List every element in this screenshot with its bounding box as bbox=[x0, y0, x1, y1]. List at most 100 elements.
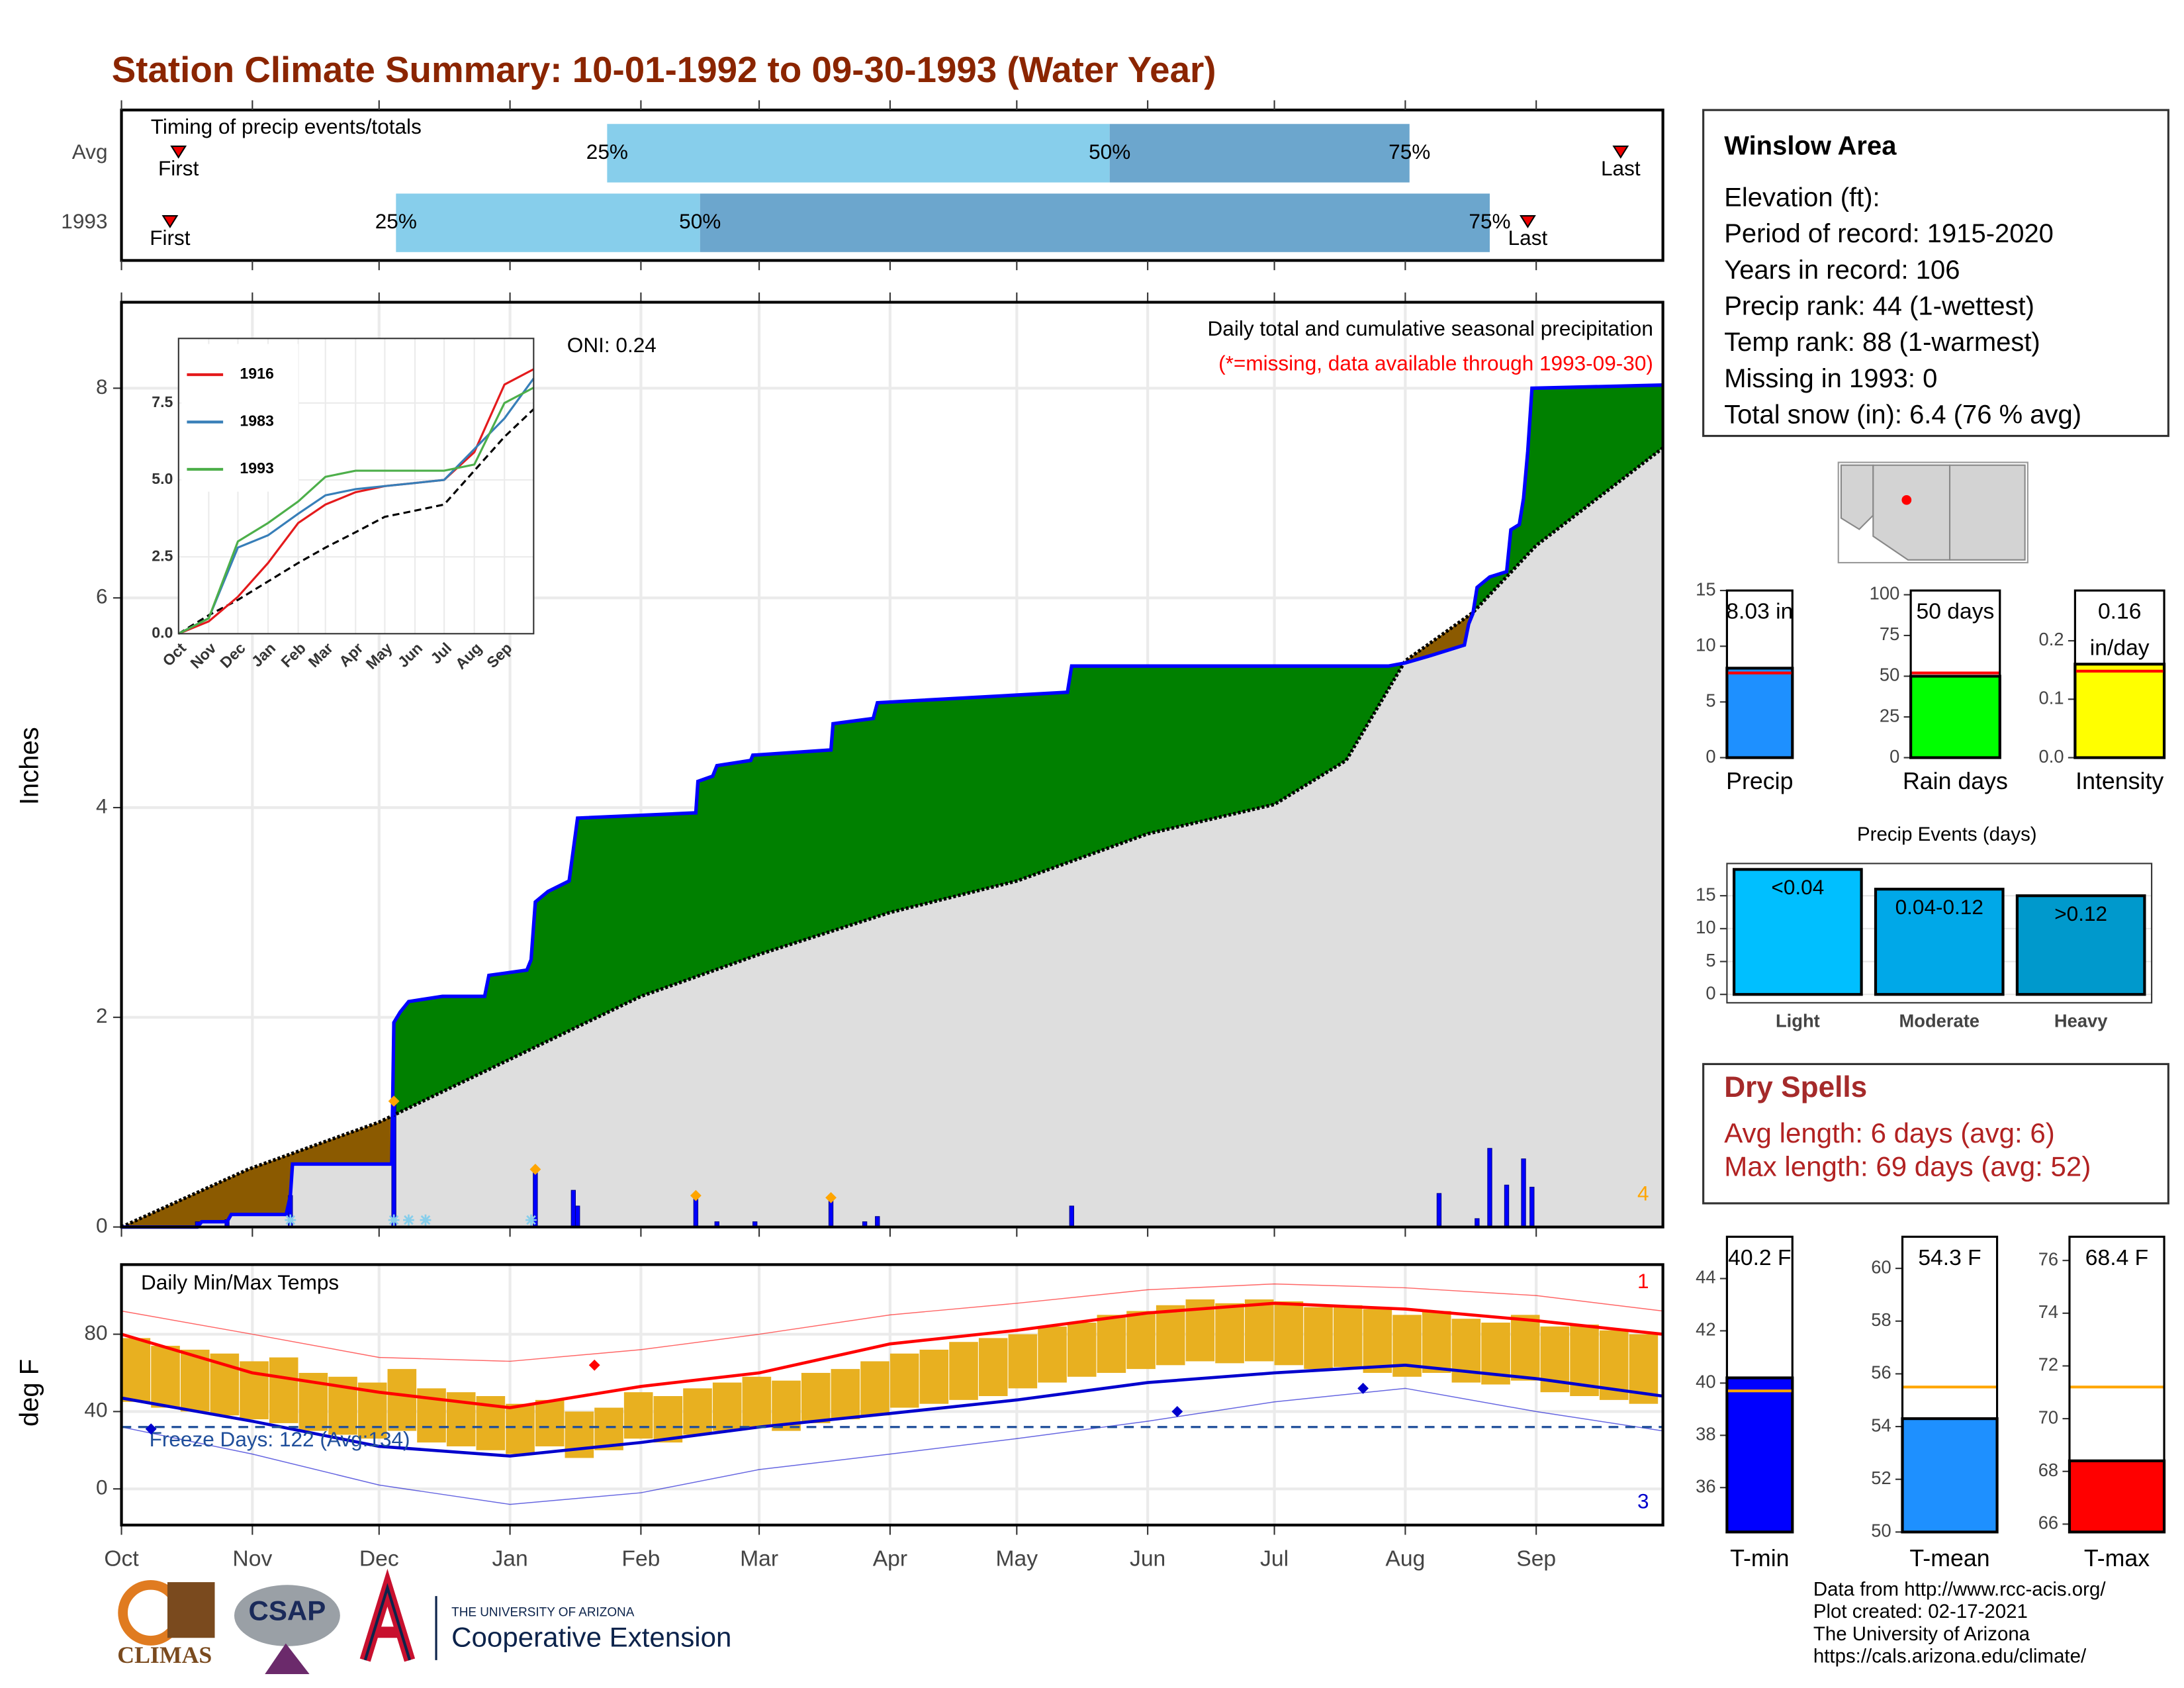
temp-range-bar bbox=[1215, 1303, 1244, 1364]
station-name: Winslow Area bbox=[1724, 132, 1897, 161]
y-tick-label: 0.0 bbox=[2039, 746, 2064, 767]
y-tick-label: 40 bbox=[84, 1398, 107, 1422]
quantile-label: 50% bbox=[679, 209, 721, 233]
temp-range-bar bbox=[151, 1346, 180, 1408]
daily-precip-bar bbox=[1436, 1193, 1442, 1228]
credit-line: Plot created: 02-17-2021 bbox=[1813, 1601, 2028, 1622]
temp-range-bar bbox=[831, 1369, 860, 1420]
temp-range-bar bbox=[1244, 1299, 1274, 1362]
daily-precip-bar bbox=[1529, 1186, 1535, 1228]
y-tick-label: 72 bbox=[2038, 1354, 2058, 1375]
timing-marker-label: Last bbox=[1601, 156, 1641, 180]
temp-range-bar bbox=[121, 1338, 151, 1402]
panel-frame bbox=[1725, 589, 1794, 759]
panel-frame bbox=[2068, 1235, 2165, 1533]
y-axis-label: deg F bbox=[15, 1359, 44, 1427]
timing-marker bbox=[161, 215, 179, 228]
y-tick-label: 10 bbox=[1696, 634, 1715, 655]
dry-spells-box bbox=[1702, 1062, 2169, 1205]
temp-range-bar bbox=[1363, 1309, 1392, 1373]
y-axis-label: Inches bbox=[15, 727, 44, 805]
temp-range-bar bbox=[535, 1399, 565, 1446]
y-tick-label: 0 bbox=[1706, 746, 1715, 767]
snow-marker bbox=[403, 1214, 414, 1226]
category-label: Light bbox=[1776, 1011, 1820, 1031]
panel-frame bbox=[1909, 589, 2001, 759]
legend-label: 1993 bbox=[240, 459, 274, 477]
y-tick-label: 10 bbox=[1696, 917, 1715, 937]
y-tick-label: 66 bbox=[2038, 1513, 2058, 1533]
x-tick-label: Jan bbox=[492, 1546, 527, 1571]
y-tick-label: 15 bbox=[1696, 579, 1715, 599]
daily-precip-bar bbox=[1504, 1184, 1510, 1228]
station-line: Total snow (in): 6.4 (76 % avg) bbox=[1724, 400, 2081, 430]
inset-legend bbox=[181, 344, 298, 492]
temp-range-bar bbox=[1038, 1326, 1067, 1383]
x-tick-label: Dec bbox=[359, 1546, 399, 1571]
precip-note: (*=missing, data available through 1993-… bbox=[1218, 352, 1653, 375]
normal-max-line bbox=[120, 1301, 1663, 1409]
temp-range-bar bbox=[1156, 1305, 1185, 1366]
category-label: Intensity bbox=[2075, 768, 2163, 794]
timing-marker-label: Last bbox=[1508, 226, 1548, 250]
category-label: T-mean bbox=[1909, 1545, 1989, 1571]
temp-range-bar bbox=[1333, 1305, 1363, 1368]
dry-spells-title: Dry Spells bbox=[1724, 1071, 1867, 1103]
y-tick-label: 0.2 bbox=[2039, 629, 2064, 649]
y-tick-label: 42 bbox=[1696, 1319, 1715, 1340]
inset-normal-line bbox=[177, 408, 535, 635]
credit-line: Data from http://www.rcc-acis.org/ bbox=[1813, 1579, 2106, 1601]
category-label: Heavy bbox=[2054, 1011, 2108, 1031]
timing-bar bbox=[396, 193, 700, 252]
value-label: 8.03 in bbox=[1726, 600, 1793, 624]
temps-frame bbox=[120, 1263, 1664, 1526]
y-tick-label: 0 bbox=[1889, 746, 1899, 767]
summary-bar bbox=[1909, 675, 2001, 759]
freeze-label: Freeze Days: 122 (Avg:134) bbox=[150, 1427, 410, 1451]
y-tick-label: 5 bbox=[1706, 690, 1715, 711]
x-tick-label: Nov bbox=[232, 1546, 272, 1571]
y-tick-label: 70 bbox=[2038, 1407, 2058, 1427]
y-tick-label: 0 bbox=[96, 1213, 108, 1237]
daily-precip-bar bbox=[570, 1190, 576, 1228]
temp-range-bar bbox=[712, 1382, 742, 1431]
ua-line2: Cooperative Extension bbox=[451, 1621, 731, 1652]
value-label: 68.4 F bbox=[2085, 1246, 2148, 1270]
inset-line bbox=[178, 368, 535, 635]
page-title: Station Climate Summary: 10-01-1992 to 0… bbox=[112, 49, 1216, 90]
station-line: Missing in 1993: 0 bbox=[1724, 364, 1937, 393]
inset-line bbox=[178, 387, 535, 635]
timing-row-label: 1993 bbox=[61, 209, 107, 233]
summary-bar bbox=[1725, 1376, 1794, 1534]
value-label: 54.3 F bbox=[1918, 1246, 1981, 1270]
timing-bar bbox=[607, 124, 1110, 183]
temp-range-bar bbox=[506, 1403, 535, 1454]
y-tick-label: 54 bbox=[1871, 1415, 1891, 1435]
record-low-count: 3 bbox=[1637, 1489, 1649, 1513]
station-line: Elevation (ft): bbox=[1724, 183, 1880, 212]
timing-label: Timing of precip events/totals bbox=[151, 115, 422, 138]
inset-y-label: 5.0 bbox=[152, 470, 173, 487]
quantile-label: 25% bbox=[375, 209, 417, 233]
temp-range-bar bbox=[1304, 1307, 1333, 1370]
y-tick-label: 0 bbox=[96, 1476, 108, 1499]
locator-map bbox=[1837, 461, 2028, 564]
y-tick-label: 56 bbox=[1871, 1362, 1891, 1383]
x-tick-label: Sep bbox=[1516, 1546, 1556, 1571]
category-label: T-min bbox=[1730, 1545, 1789, 1571]
value-label: 0.16 bbox=[2098, 600, 2142, 624]
temp-range-bar bbox=[1510, 1315, 1540, 1381]
y-tick-label: 25 bbox=[1880, 705, 1899, 726]
credit-line: The University of Arizona bbox=[1813, 1623, 2030, 1645]
timing-bar bbox=[700, 193, 1490, 252]
precip-title: Daily total and cumulative seasonal prec… bbox=[1208, 316, 1653, 340]
station-box bbox=[1702, 109, 2169, 438]
panel-frame bbox=[2073, 589, 2165, 759]
bin-label: 0.04-0.12 bbox=[1895, 895, 1983, 919]
inset-frame bbox=[177, 338, 535, 635]
y-tick-label: 44 bbox=[1696, 1267, 1715, 1288]
temp-range-bar bbox=[1008, 1334, 1038, 1389]
oni-label: ONI: 0.24 bbox=[567, 333, 657, 357]
x-tick-label: Apr bbox=[873, 1546, 907, 1571]
record-max-line bbox=[121, 1283, 1663, 1362]
